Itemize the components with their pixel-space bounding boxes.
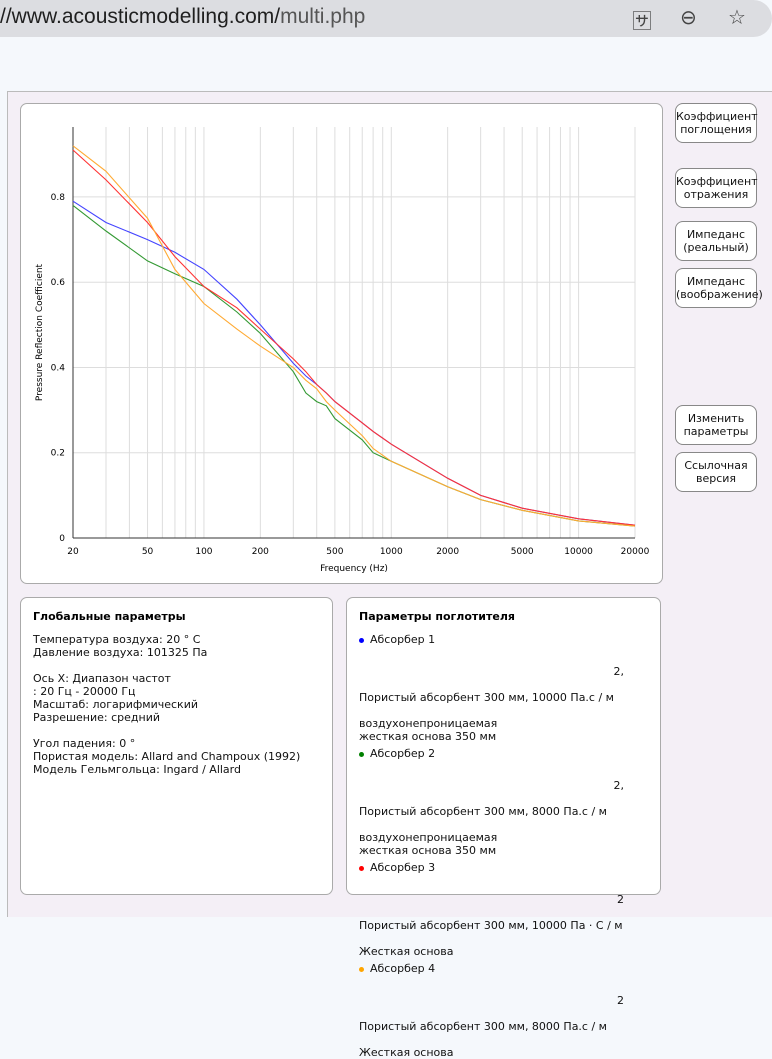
y-tick-label: 0.8 — [51, 193, 66, 203]
global-parameters-title: Глобальные параметры — [33, 610, 186, 623]
absorber-color-dot-icon — [359, 865, 364, 871]
series-line — [72, 200, 636, 526]
y-tick-label: 0.2 — [51, 449, 65, 459]
x-tick-label: 500 — [326, 547, 343, 557]
absorber-superscript: 2 — [617, 994, 624, 1007]
translate-icon[interactable]: 🈂 — [632, 9, 652, 33]
global-param-line — [33, 724, 320, 737]
reference-version-button[interactable]: Ссылочная версия — [675, 452, 757, 492]
global-parameters-text: Температура воздуха: 20 ° C Давление возд… — [33, 633, 320, 776]
x-tick-label: 2000 — [436, 547, 459, 557]
absorber-description: Пористый абсорбент 300 мм, 10000 Па · С … — [359, 919, 623, 932]
absorption-coefficient-button[interactable]: Коэффициент поглощения — [675, 103, 758, 143]
absorber-name-row: Абсорбер 2 — [359, 747, 648, 760]
reflection-coefficient-button[interactable]: Коэффициент отражения — [675, 168, 758, 208]
global-param-line: Температура воздуха: 20 ° C — [33, 633, 201, 646]
impedance-real-button[interactable]: Импеданс (реальный) — [675, 221, 757, 261]
absorber-name: Абсорбер 1 — [370, 633, 436, 646]
absorber-parameters-title: Параметры поглотителя — [359, 610, 515, 623]
url-text[interactable]: //www.acousticmodelling.com/multi.php — [0, 5, 365, 29]
x-tick-label: 5000 — [511, 547, 534, 557]
absorber-backing: воздухонепроницаемая жесткая основа 350 … — [359, 831, 498, 857]
global-parameters-panel: Глобальные параметры Температура воздуха… — [20, 597, 333, 895]
y-tick-label: 0.6 — [51, 278, 66, 288]
y-axis-label: Pressure Reflection Coefficient — [35, 263, 45, 401]
url-domain: //www.acousticmodelling.com/ — [0, 5, 281, 28]
series-line — [72, 204, 636, 527]
global-param-line: Разрешение: средний — [33, 711, 161, 724]
y-tick-label: 0 — [59, 534, 65, 544]
global-param-line: Ось X: Диапазон частот — [33, 672, 171, 685]
absorber-item: Абсорбер 4 2 Пористый абсорбент 300 мм, … — [359, 962, 648, 1059]
x-tick-label: 10000 — [564, 547, 593, 557]
y-tick-label: 0.4 — [51, 363, 66, 373]
absorber-superscript: 2, — [613, 779, 625, 792]
global-param-line: Угол падения: 0 ° — [33, 737, 136, 750]
x-tick-label: 20 — [67, 547, 79, 557]
absorber-color-dot-icon — [359, 637, 364, 643]
absorber-color-dot-icon — [359, 751, 364, 757]
global-param-line: Давление воздуха: 101325 Па — [33, 646, 208, 659]
x-tick-label: 200 — [252, 547, 269, 557]
absorber-backing: воздухонепроницаемая жесткая основа 350 … — [359, 717, 498, 743]
address-bar[interactable]: //www.acousticmodelling.com/multi.php 🈂 … — [0, 0, 772, 37]
global-param-line: Масштаб: логарифмический — [33, 698, 198, 711]
x-tick-label: 20000 — [621, 547, 650, 557]
global-param-line: : 20 Гц - 20000 Гц — [33, 685, 136, 698]
series-line — [72, 145, 636, 527]
absorber-item: Абсорбер 2 2, Пористый абсорбент 300 мм,… — [359, 747, 648, 857]
x-tick-label: 50 — [142, 547, 154, 557]
absorber-color-dot-icon — [359, 966, 364, 972]
page-content: 0 0.2 0.4 0.6 0.8 20 50 100 200 500 1000 2000 5000 10… — [7, 91, 772, 1059]
absorber-name-row: Абсорбер 3 — [359, 861, 648, 874]
chart-panel: 0 0.2 0.4 0.6 0.8 20 50 100 200 500 1000 2000 5000 10… — [20, 103, 663, 584]
absorber-superscript: 2, — [613, 665, 625, 678]
global-param-line — [33, 659, 320, 672]
x-tick-label: 100 — [195, 547, 212, 557]
absorber-parameters-panel: Параметры поглотителя Абсорбер 1 2, Пори… — [346, 597, 661, 1059]
impedance-imaginary-button[interactable]: Импеданс (воображение) — [675, 268, 763, 308]
absorber-name: Абсорбер 4 — [370, 962, 436, 975]
x-tick-label: 1000 — [380, 547, 403, 557]
absorber-description: Пористый абсорбент 300 мм, 8000 Па.с / м — [359, 805, 607, 818]
absorber-superscript: 2 — [617, 893, 624, 906]
zoom-out-icon[interactable]: ⊖ — [680, 5, 697, 29]
absorber-name: Абсорбер 3 — [370, 861, 436, 874]
global-param-line: Пористая модель: Allard and Champoux (19… — [33, 750, 301, 763]
absorber-name-row: Абсорбер 1 — [359, 633, 648, 646]
star-icon[interactable]: ☆ — [728, 5, 746, 29]
absorber-description: Пористый абсорбент 300 мм, 10000 Па.с / … — [359, 691, 614, 704]
absorber-name-row: Абсорбер 4 — [359, 962, 648, 975]
absorber-item: Абсорбер 1 2, Пористый абсорбент 300 мм,… — [359, 633, 648, 743]
reflection-chart: 0 0.2 0.4 0.6 0.8 20 50 100 200 500 1000 2000 5000 10… — [35, 127, 650, 574]
absorber-item: Абсорбер 3 2 Пористый абсорбент 300 мм, … — [359, 861, 648, 958]
change-parameters-button[interactable]: Изменить параметры — [675, 405, 757, 445]
absorber-name: Абсорбер 2 — [370, 747, 436, 760]
absorber-description: Пористый абсорбент 300 мм, 8000 Па.с / м — [359, 1020, 607, 1033]
absorber-backing: Жесткая основа — [359, 945, 454, 958]
global-param-line: Модель Гельмгольца: Ingard / Allard — [33, 763, 241, 776]
series-line — [72, 149, 636, 526]
x-axis-label: Frequency (Hz) — [320, 564, 388, 574]
url-path: multi.php — [280, 5, 366, 28]
absorber-backing: Жесткая основа — [359, 1046, 454, 1059]
